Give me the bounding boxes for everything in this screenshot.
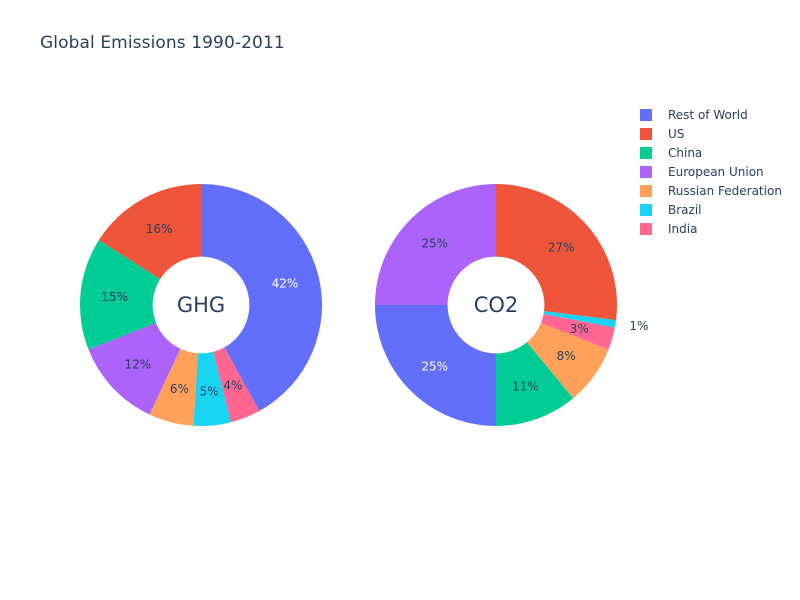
ghg-slice-european-union[interactable]	[88, 322, 181, 415]
legend-item-rest-of-world[interactable]: Rest of World	[640, 105, 795, 124]
chart-title: Global Emissions 1990-2011	[40, 33, 285, 53]
ghg-center-label: GHG	[177, 293, 225, 317]
legend-item-brazil[interactable]: Brazil	[640, 200, 795, 219]
co2-slice-european-union[interactable]	[375, 184, 496, 305]
ghg-slice-us[interactable]	[98, 184, 201, 280]
legend-label-us: US	[668, 126, 685, 141]
ghg-percent-label-rest-of-world: 42%	[272, 276, 299, 290]
ghg-percent-label-us: 16%	[146, 222, 173, 236]
ghg-slice-russian-federation[interactable]	[149, 348, 198, 426]
legend-label-china: China	[668, 145, 703, 160]
co2-percent-label-rest-of-world: 25%	[421, 359, 448, 373]
legend-swatch-european-union	[640, 165, 652, 178]
legend-swatch-rest-of-world	[640, 108, 652, 121]
ghg-slice-india[interactable]	[213, 347, 260, 423]
legend-label-brazil: Brazil	[668, 202, 702, 217]
legend-item-china[interactable]: China	[640, 143, 795, 162]
co2-percent-label-brazil: 1%	[629, 319, 648, 333]
co2-percent-label-russian-federation: 8%	[557, 349, 576, 363]
ghg-percent-label-brazil: 5%	[200, 384, 219, 398]
co2-slice-china[interactable]	[496, 342, 574, 426]
ghg-percent-label-india: 4%	[223, 379, 242, 393]
ghg-percent-label-european-union: 12%	[124, 357, 151, 371]
legend-swatch-india	[640, 222, 652, 235]
legend-label-rest-of-world: Rest of World	[668, 107, 748, 122]
legend-item-india[interactable]: India	[640, 219, 795, 238]
legend-item-russian-federation[interactable]: Russian Federation	[640, 181, 795, 200]
ghg-percent-label-russian-federation: 6%	[170, 382, 189, 396]
ghg-slice-china[interactable]	[79, 240, 161, 350]
co2-slice-india[interactable]	[541, 314, 615, 350]
legend-item-us[interactable]: US	[640, 124, 795, 143]
co2-percent-label-china: 11%	[512, 380, 539, 394]
co2-slice-us[interactable]	[496, 184, 617, 321]
co2-center-label: CO2	[474, 293, 519, 317]
co2-percent-label-india: 3%	[570, 322, 589, 336]
co2-slice-rest-of-world[interactable]	[375, 305, 496, 426]
legend-swatch-china	[640, 146, 652, 159]
legend-label-russian-federation: Russian Federation	[668, 183, 782, 198]
legend-label-european-union: European Union	[668, 164, 764, 179]
co2-percent-label-european-union: 25%	[421, 237, 448, 251]
ghg-slice-brazil[interactable]	[193, 351, 232, 426]
legend-swatch-brazil	[640, 203, 652, 216]
co2-donut: 27% 1% 3% 8% 11% 25% 25% CO2	[375, 184, 648, 426]
legend-item-european-union[interactable]: European Union	[640, 162, 795, 181]
legend-swatch-us	[640, 127, 652, 140]
co2-percent-label-us: 27%	[548, 241, 575, 255]
ghg-donut: 42% 4% 5% 6% 12% 15% 16% GHG	[79, 184, 322, 426]
ghg-percent-label-china: 15%	[101, 290, 128, 304]
legend-swatch-russian-federation	[640, 184, 652, 197]
legend-label-india: India	[668, 221, 698, 236]
ghg-slice-rest-of-world[interactable]	[201, 184, 322, 412]
legend: Rest of World US China European Union Russia…	[640, 105, 795, 238]
co2-slice-brazil[interactable]	[543, 311, 617, 328]
co2-slice-russian-federation[interactable]	[526, 322, 609, 399]
